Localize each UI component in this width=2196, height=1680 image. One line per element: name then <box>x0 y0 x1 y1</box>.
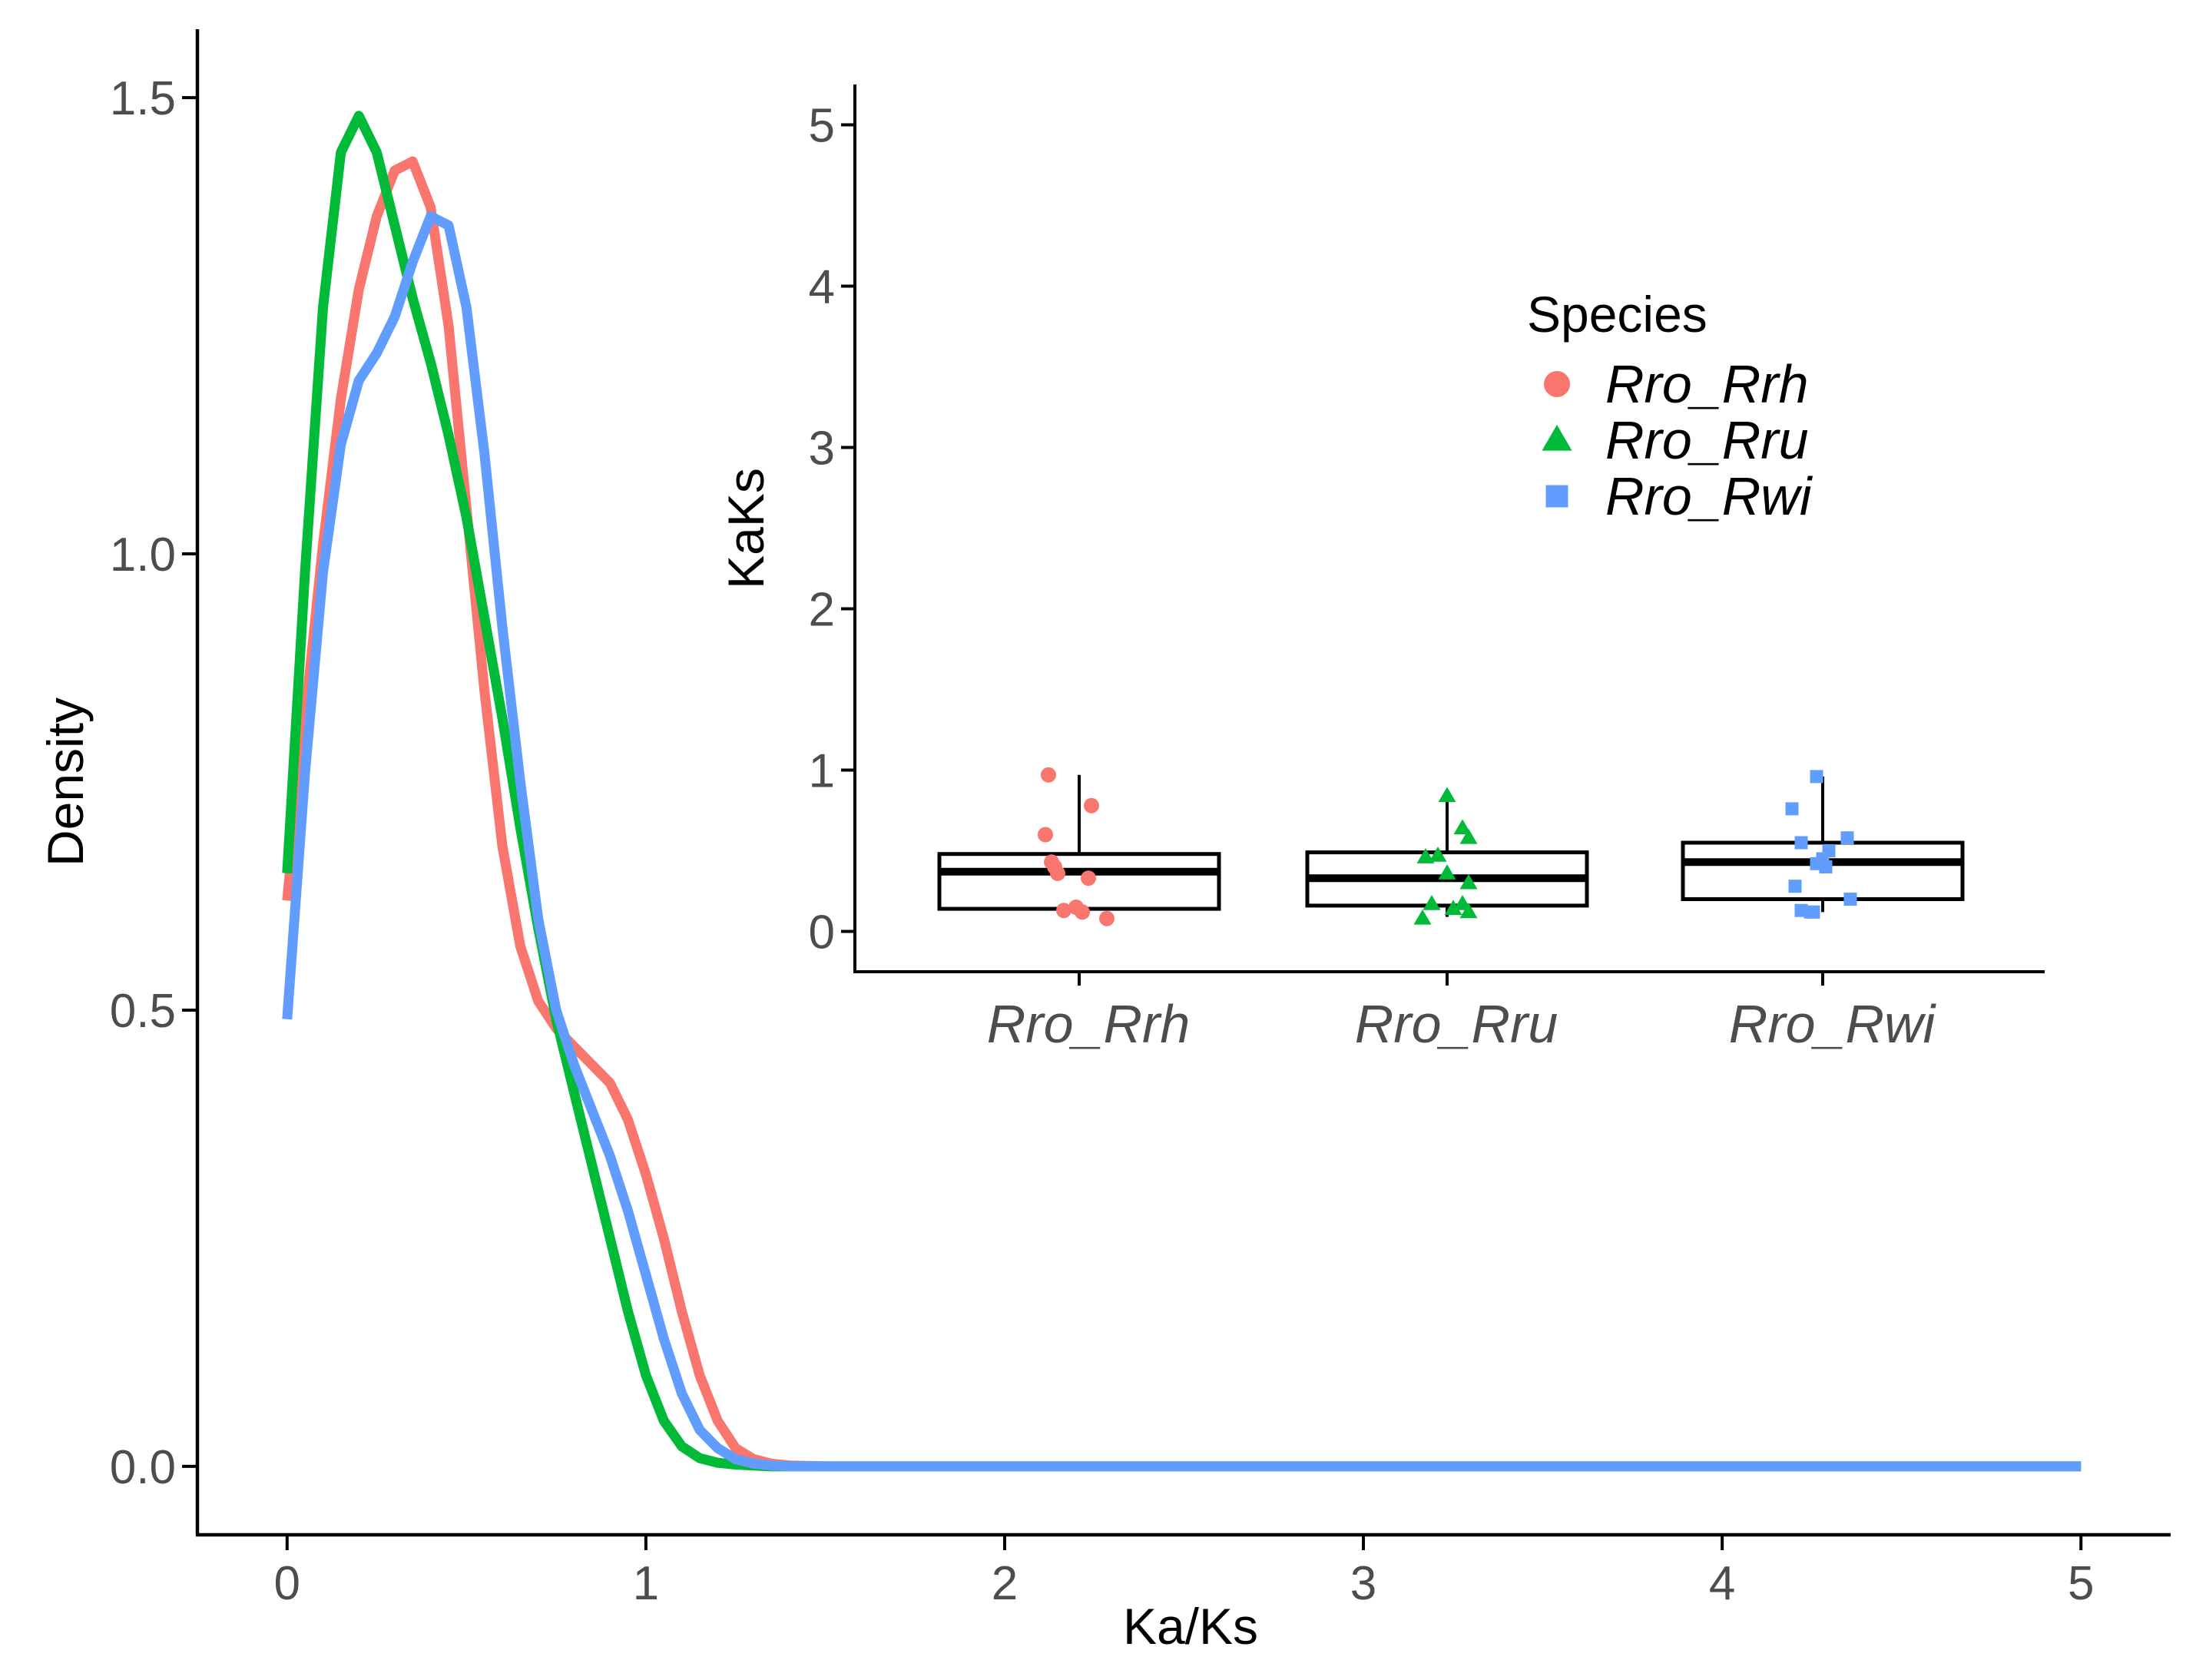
main-y-axis-title: Density <box>37 698 94 867</box>
main-x-tick-label: 4 <box>1709 1557 1735 1610</box>
main-y-tick-label: 1.5 <box>110 72 176 125</box>
main-x-tick-label: 0 <box>274 1557 300 1610</box>
main-x-tick-label: 1 <box>633 1557 659 1610</box>
inset-x-tick-label: Rro_Rru <box>1355 994 1558 1054</box>
data-point-rro-rrh <box>1041 767 1056 783</box>
data-point-rro-rru <box>1429 847 1447 862</box>
data-point-rro-rrh <box>1081 870 1096 886</box>
inset-x-ticks: Rro_Rrh Rro_Rru Rro_Rwi <box>987 972 1937 1054</box>
data-point-rro-rru <box>1459 903 1478 919</box>
density-lines <box>282 111 2082 1472</box>
data-point-rro-rwi <box>1840 831 1854 845</box>
legend-key-rro-rrh <box>1544 371 1570 397</box>
main-y-tick-label: 0.5 <box>110 985 176 1038</box>
main-x-tick-label: 2 <box>992 1557 1018 1610</box>
inset-x-tick-label: Rro_Rrh <box>987 994 1191 1054</box>
data-point-rro-rru <box>1416 848 1435 863</box>
data-point-rro-rwi <box>1810 770 1823 784</box>
main-x-tick-label: 5 <box>2068 1557 2094 1610</box>
legend-label: Rro_Rru <box>1605 410 1809 470</box>
data-point-rro-rru <box>1423 895 1441 910</box>
data-point-rro-rru <box>1413 909 1432 925</box>
data-point-rro-rru <box>1438 864 1456 880</box>
density-plot: 0 1 2 3 4 5 0.0 0.5 1.0 1.5 Ka/Ks Density <box>37 29 2171 1655</box>
main-x-ticks: 0 1 2 3 4 5 <box>274 1535 2094 1610</box>
data-point-rro-rwi <box>1794 836 1808 850</box>
data-point-rro-rru <box>1453 819 1472 835</box>
data-point-rro-rru <box>1459 873 1478 890</box>
data-point-rro-rwi <box>1810 857 1823 870</box>
inset-y-tick-label: 0 <box>809 906 835 959</box>
inset-y-tick-label: 4 <box>809 261 835 314</box>
legend-key-rro-rwi <box>1545 485 1568 508</box>
legend-label: Rro_Rwi <box>1605 466 1813 526</box>
main-y-ticks: 0.0 0.5 1.0 1.5 <box>110 72 197 1494</box>
data-point-rro-rrh <box>1038 827 1053 843</box>
inset-y-tick-label: 3 <box>809 422 835 476</box>
data-point-rro-rrh <box>1084 797 1099 813</box>
main-y-tick-label: 1.0 <box>110 529 176 582</box>
data-point-rro-rru <box>1444 900 1462 916</box>
legend-label: Rro_Rrh <box>1605 354 1809 414</box>
data-point-rro-rru <box>1459 828 1478 844</box>
main-y-tick-label: 0.0 <box>110 1441 176 1494</box>
data-point-rro-rwi <box>1785 802 1799 816</box>
data-point-rro-rrh <box>1056 903 1072 919</box>
inset-y-tick-label: 2 <box>809 584 835 637</box>
data-point-rro-rrh <box>1099 910 1115 926</box>
data-point-rro-rrh <box>1050 865 1065 881</box>
inset-y-axis-title: KaKs <box>717 468 774 589</box>
legend-key-rro-rru <box>1542 424 1572 451</box>
data-point-rro-rrh <box>1075 904 1090 920</box>
inset-y-ticks: 0 1 2 3 4 5 <box>809 100 855 959</box>
data-point-rro-rwi <box>1843 893 1857 906</box>
inset-y-tick-label: 1 <box>809 745 835 798</box>
legend-title: Species <box>1527 286 1707 343</box>
main-x-axis-title: Ka/Ks <box>1123 1598 1258 1655</box>
inset-points <box>1038 767 1857 926</box>
data-point-rro-rwi <box>1788 880 1802 893</box>
density-line-rro-rwi <box>282 211 2082 1472</box>
inset-y-tick-label: 5 <box>809 100 835 153</box>
main-x-tick-label: 3 <box>1350 1557 1376 1610</box>
data-point-rro-rru <box>1438 787 1456 803</box>
inset-x-tick-label: Rro_Rwi <box>1729 994 1937 1054</box>
data-point-rro-rwi <box>1807 905 1820 919</box>
